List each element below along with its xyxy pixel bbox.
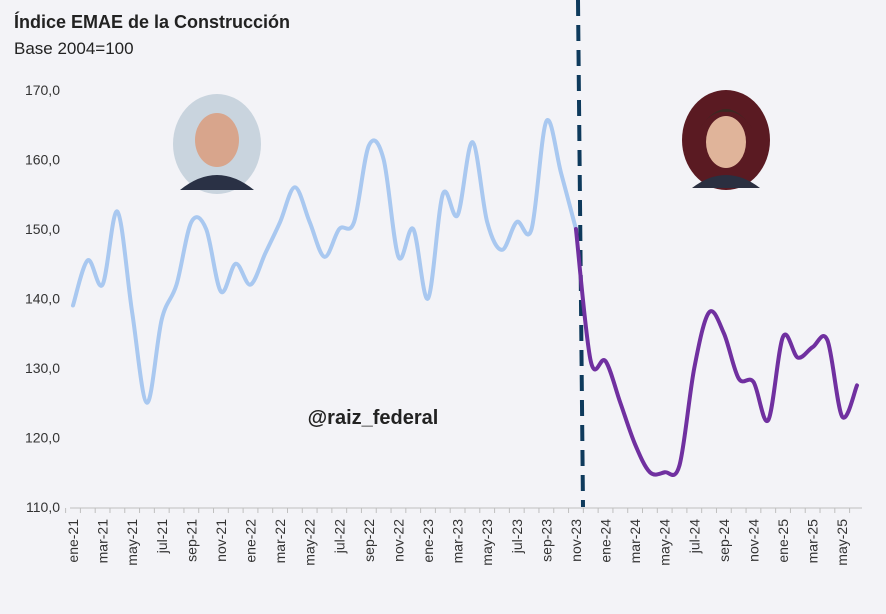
- x-tick-label: sep-23: [538, 519, 554, 562]
- x-tick-label: nov-23: [568, 519, 584, 562]
- x-tick-label: mar-24: [627, 519, 643, 564]
- x-tick-label: ene-22: [243, 519, 259, 563]
- y-tick-label: 170,0: [25, 82, 60, 98]
- x-tick-label: mar-22: [272, 519, 288, 564]
- x-tick-label: nov-22: [390, 519, 406, 562]
- portrait-left: [173, 94, 261, 194]
- portrait-right: [682, 90, 770, 190]
- x-tick-label: may-22: [302, 519, 318, 566]
- x-tick-label: sep-24: [716, 519, 732, 562]
- chart-title: Índice EMAE de la Construcción: [14, 11, 290, 32]
- y-tick-label: 150,0: [25, 221, 60, 237]
- x-tick-label: may-24: [657, 519, 673, 566]
- x-tick-label: may-21: [124, 519, 140, 566]
- x-tick-label: ene-23: [420, 519, 436, 563]
- x-tick-label: jul-24: [686, 519, 702, 554]
- x-tick-label: ene-25: [775, 519, 791, 563]
- x-tick-label: jul-22: [331, 519, 347, 554]
- x-tick-label: nov-24: [745, 519, 761, 562]
- y-tick-label: 130,0: [25, 360, 60, 376]
- x-tick-label: mar-21: [95, 519, 111, 564]
- y-tick-label: 120,0: [25, 430, 60, 446]
- x-tick-label: nov-21: [213, 519, 229, 562]
- x-tick-label: mar-23: [450, 519, 466, 564]
- divider-line: [576, 0, 585, 508]
- x-tick-label: jul-23: [509, 519, 525, 554]
- x-tick-label: may-23: [479, 519, 495, 566]
- x-tick-label: ene-24: [598, 519, 614, 563]
- x-tick-label: sep-21: [183, 519, 199, 562]
- x-tick-label: ene-21: [65, 519, 81, 563]
- series-line: [573, 227, 859, 477]
- x-tick-label: sep-22: [361, 519, 377, 562]
- x-tick-label: jul-21: [154, 519, 170, 554]
- watermark: @raiz_federal: [308, 407, 439, 429]
- x-tick-label: mar-25: [805, 519, 821, 564]
- x-tick-label: may-25: [834, 519, 850, 566]
- chart-subtitle: Base 2004=100: [14, 39, 134, 58]
- y-tick-label: 110,0: [26, 499, 60, 515]
- y-tick-label: 160,0: [25, 152, 60, 168]
- y-tick-label: 140,0: [25, 291, 60, 307]
- series-line: [71, 118, 578, 405]
